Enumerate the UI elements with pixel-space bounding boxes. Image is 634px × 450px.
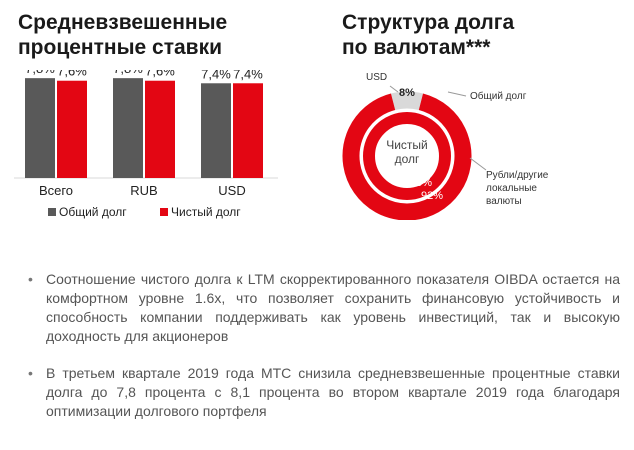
- usd-share-label: 8%: [399, 87, 415, 99]
- bar-chart: 7,8% 7,8% 7,4% 7,6% 7,6% 7,4% Всего RUB USD О…: [14, 70, 278, 219]
- donut-slice-inner-net-debt: [363, 112, 451, 200]
- inner-ring-label: 100%: [404, 177, 432, 189]
- rub-leader-line: [469, 157, 487, 171]
- legend-label-net: Чистый долг: [171, 205, 241, 219]
- donut-slice-outer-rub: [342, 93, 472, 220]
- usd-annotation: USD: [366, 72, 387, 83]
- bar-net-debt: [233, 83, 263, 178]
- bar-chart-title-line-2: процентные ставки: [18, 36, 223, 59]
- donut-chart-title-line-2: по валютам***: [342, 36, 491, 59]
- x-tick-label: RUB: [130, 183, 157, 198]
- outer-rub-share-label: 92%: [421, 190, 443, 202]
- donut-chart: USD Общий долг Рубли/другие локальные ва…: [342, 72, 549, 220]
- bar-value-label: 7,4%: [201, 70, 231, 81]
- bar-chart-legend: Общий долг Чистый долг: [48, 205, 241, 219]
- rub-annotation-line-1: Рубли/другие: [486, 169, 549, 181]
- bar-value-label: 7,6%: [57, 70, 87, 79]
- commentary-bullet: • В третьем квартале 2019 года МТС снизи…: [28, 364, 620, 421]
- legend-label-gross: Общий долг: [59, 205, 127, 219]
- bar-net-debt: [145, 80, 175, 178]
- commentary-text: В третьем квартале 2019 года МТС снизила…: [46, 365, 620, 419]
- rub-annotation-line-3: валюты: [486, 196, 522, 207]
- bar-value-label: 7,8%: [113, 70, 143, 76]
- bar-value-label: 7,6%: [145, 70, 175, 79]
- donut-center-label-line-1: Чистый: [386, 138, 428, 152]
- bar-chart-title: Средневзвешенные процентные ставки: [18, 10, 318, 60]
- donut-chart-title: Структура долга по валютам***: [342, 10, 622, 60]
- legend-swatch-gross: [48, 208, 56, 216]
- donut-slice-outer-usd: [390, 91, 424, 111]
- commentary-list: • Соотношение чистого долга к LTM скорре…: [28, 270, 620, 439]
- commentary-text: Соотношение чистого долга к LTM скоррект…: [46, 271, 620, 344]
- bar-value-label: 7,4%: [233, 70, 263, 81]
- x-tick-label: Всего: [39, 183, 73, 198]
- x-tick-label: USD: [218, 183, 245, 198]
- bullet-marker: •: [28, 271, 33, 287]
- commentary-bullet: • Соотношение чистого долга к LTM скорре…: [28, 270, 620, 346]
- bullet-marker: •: [28, 365, 33, 381]
- total-debt-annotation: Общий долг: [470, 90, 527, 102]
- legend-swatch-net: [160, 208, 168, 216]
- bar-value-label: 7,8%: [25, 70, 55, 76]
- bar-chart-title-line-1: Средневзвешенные: [18, 11, 228, 34]
- bar-gross-debt: [201, 83, 231, 178]
- usd-leader-line: [389, 85, 399, 93]
- total-debt-leader-line: [447, 91, 467, 97]
- bar-net-debt: [57, 80, 87, 178]
- bar-gross-debt: [113, 78, 143, 178]
- rub-annotation-line-2: локальные: [486, 183, 537, 194]
- bar-gross-debt: [25, 78, 55, 178]
- donut-center-label-line-2: долг: [395, 152, 420, 166]
- donut-chart-title-line-1: Структура долга: [342, 11, 515, 34]
